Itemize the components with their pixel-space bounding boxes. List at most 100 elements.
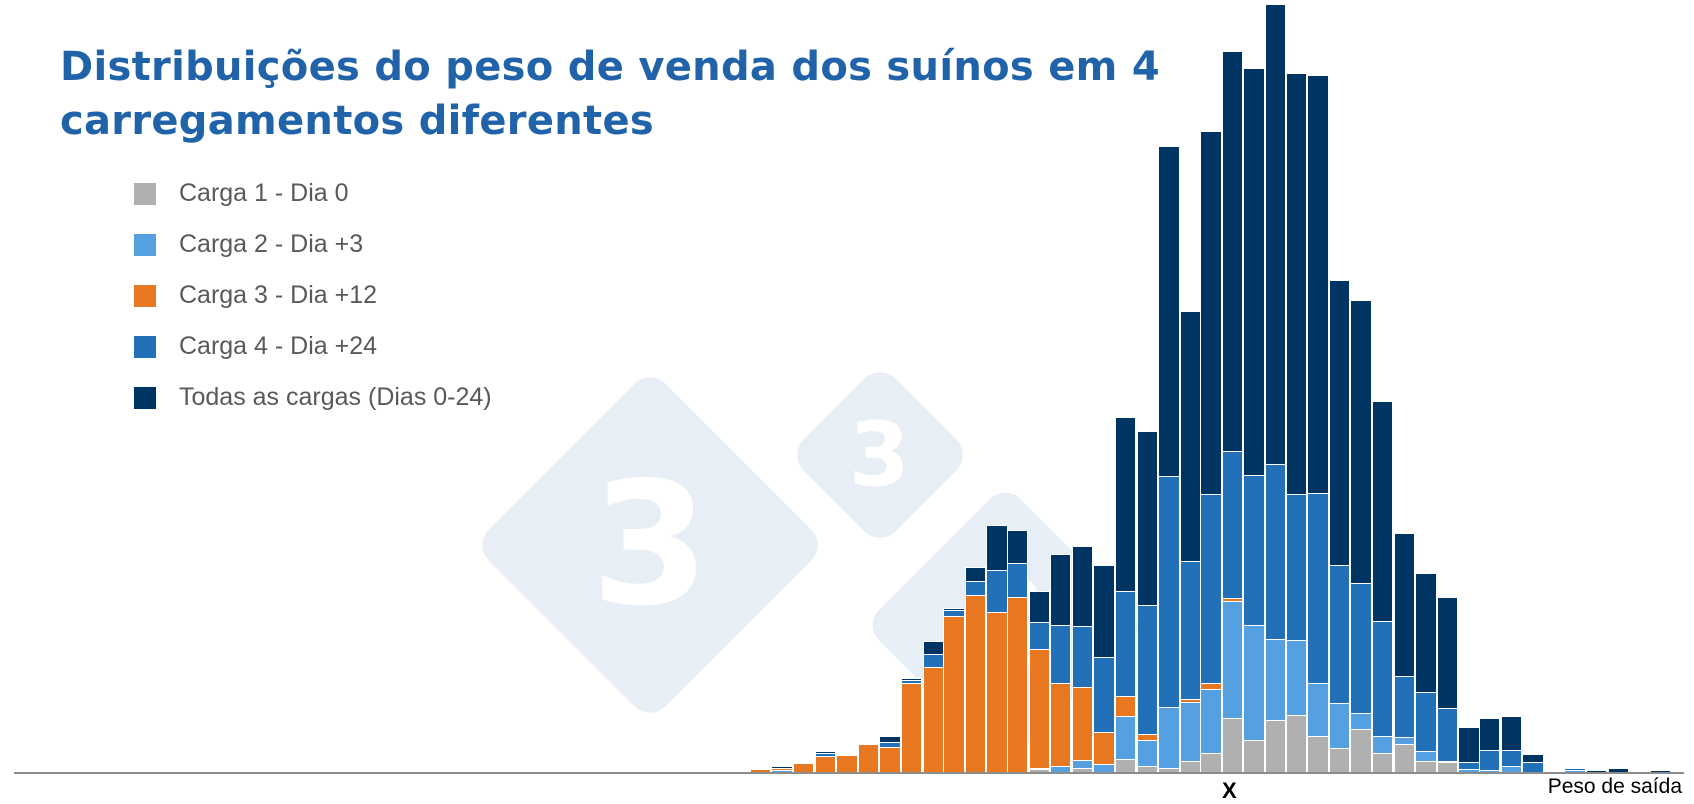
bar-segment [1350, 712, 1372, 729]
bar-segment [1285, 714, 1308, 772]
legend-label: Carga 4 - Dia +24 [179, 332, 378, 360]
bar-segment [771, 767, 793, 770]
legend-item-carga-2: Carga 2 - Dia +3 [134, 219, 492, 270]
legend-item-carga-1: Carga 1 - Dia 0 [134, 168, 492, 219]
bar-segment [1458, 762, 1480, 769]
bar-segment [1200, 683, 1222, 689]
bar-segment [1179, 698, 1202, 702]
bar-segment [1350, 299, 1372, 583]
bar-segment [879, 741, 901, 748]
bar-segment [749, 768, 772, 772]
bar-segment [1328, 564, 1351, 703]
bar-segment [1243, 67, 1265, 475]
bar-segment [1158, 767, 1180, 772]
bar-segment [771, 769, 793, 772]
legend-label: Carga 3 - Dia +12 [179, 281, 378, 309]
bar-segment [1285, 640, 1308, 715]
bar-segment [1093, 564, 1115, 658]
bar-segment [1479, 769, 1501, 772]
bar-segment [1221, 451, 1244, 599]
bar-segment [1136, 604, 1158, 735]
bar-segment [1458, 726, 1480, 763]
bar-segment [1136, 430, 1158, 605]
bar-segment [1265, 720, 1287, 772]
bar-segment [1028, 590, 1050, 622]
x-axis-marker: X [1222, 778, 1237, 803]
bar-segment [1393, 737, 1416, 744]
bar-segment [1114, 715, 1137, 760]
bar-segment [986, 569, 1008, 613]
bar-segment [1158, 475, 1180, 708]
bar-segment [1050, 765, 1072, 772]
bar-segment [1028, 648, 1050, 768]
bar-segment [1479, 717, 1501, 751]
x-axis-title: Peso de saída [1547, 775, 1682, 798]
bar-segment [879, 736, 901, 742]
bar-segment [922, 667, 945, 772]
bar-segment [1607, 767, 1629, 772]
legend-swatch-carga-3 [134, 284, 156, 307]
bar-segment [1649, 769, 1672, 772]
bar-segment [1179, 310, 1202, 562]
bar-segment [1243, 474, 1265, 626]
bar-segment [901, 683, 923, 772]
bar-segment [1071, 626, 1094, 687]
bar-segment [1328, 748, 1351, 772]
bar-segment [1436, 761, 1459, 763]
bar-segment [1136, 765, 1158, 772]
bar-segment [1071, 760, 1094, 768]
bar-segment [901, 680, 923, 684]
bar-segment [1436, 708, 1459, 762]
bar-segment [1307, 683, 1329, 737]
bar-segment [1221, 51, 1244, 452]
legend-swatch-todas [134, 386, 156, 409]
bar-segment [879, 747, 901, 772]
bar-segment [986, 524, 1008, 570]
bar-segment [1307, 493, 1329, 684]
bar-segment [1436, 596, 1459, 709]
bar-segment [1479, 750, 1501, 770]
bar-segment [1028, 768, 1050, 772]
chart-title: Distribuições do peso de venda dos suíno… [60, 44, 1160, 144]
legend: Carga 1 - Dia 0 Carga 2 - Dia +3 Carga 3… [134, 168, 492, 423]
bar-segment [1265, 3, 1287, 465]
bar-segment [1050, 683, 1072, 766]
legend-item-carga-4: Carga 4 - Dia +24 [134, 321, 492, 372]
legend-swatch-carga-2 [134, 233, 156, 256]
bar-segment [1071, 767, 1094, 772]
bar-segment [922, 641, 945, 655]
bar-segment [1265, 464, 1287, 640]
bar-segment [1093, 764, 1115, 772]
bar-segment [964, 580, 987, 595]
bar-segment [1200, 688, 1222, 753]
bar-segment [1071, 686, 1094, 761]
bar-segment [1179, 701, 1202, 762]
bar-segment [1415, 573, 1437, 693]
bar-segment [1372, 620, 1394, 737]
bar-segment [1093, 732, 1115, 765]
bar-segment [1114, 759, 1137, 772]
bar-segment [1028, 767, 1050, 769]
bar-segment [964, 594, 987, 772]
legend-swatch-carga-1 [134, 182, 156, 205]
bar-segment [1415, 751, 1437, 762]
bar-segment [1350, 728, 1372, 772]
bar-segment [1136, 739, 1158, 766]
bar-segment [1265, 639, 1287, 721]
bar-segment [1372, 752, 1394, 772]
bar-segment [1050, 553, 1072, 626]
bar-segment [1114, 416, 1137, 591]
bar-segment [792, 763, 815, 772]
bar-segment [1114, 696, 1137, 716]
bar-segment [1050, 625, 1072, 684]
legend-swatch-carga-4 [134, 335, 156, 358]
legend-item-todas: Todas as cargas (Dias 0-24) [134, 372, 492, 423]
bar-segment [1500, 750, 1522, 766]
bar-segment [1564, 767, 1586, 770]
bar-segment [1564, 769, 1586, 772]
bar-segment [1500, 715, 1522, 751]
bar-segment [1307, 75, 1329, 494]
bar-segment [1522, 753, 1544, 763]
bar-segment [1200, 131, 1222, 495]
bar-segment [1158, 146, 1180, 476]
